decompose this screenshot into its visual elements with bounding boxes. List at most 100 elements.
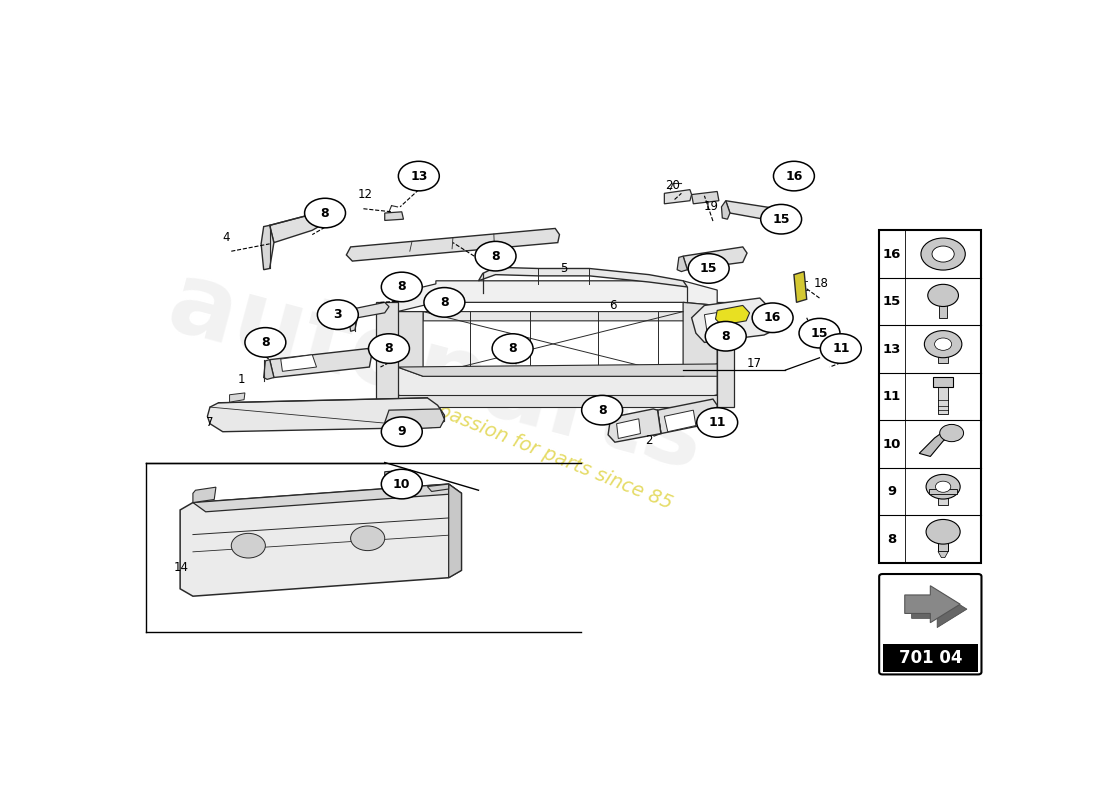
Circle shape [921, 238, 966, 270]
Text: 15: 15 [883, 295, 901, 308]
Text: 8: 8 [492, 250, 499, 262]
Text: 6: 6 [609, 299, 616, 312]
Text: 8: 8 [321, 206, 329, 219]
Text: 701 04: 701 04 [899, 649, 962, 667]
Polygon shape [376, 302, 397, 407]
Circle shape [927, 284, 958, 306]
Circle shape [932, 246, 954, 262]
FancyBboxPatch shape [938, 386, 948, 414]
Circle shape [761, 205, 802, 234]
Text: 11: 11 [883, 390, 901, 403]
Circle shape [939, 425, 964, 442]
Circle shape [689, 254, 729, 283]
Circle shape [935, 481, 950, 492]
Polygon shape [427, 484, 449, 491]
FancyBboxPatch shape [939, 295, 947, 318]
Text: 16: 16 [763, 311, 781, 324]
Text: 7: 7 [206, 416, 213, 429]
Polygon shape [385, 470, 412, 480]
Text: 14: 14 [174, 561, 189, 574]
Text: 8: 8 [722, 330, 730, 342]
Circle shape [821, 334, 861, 363]
Circle shape [382, 417, 422, 446]
Circle shape [799, 318, 840, 348]
Polygon shape [261, 226, 274, 270]
Polygon shape [180, 484, 462, 596]
Circle shape [582, 395, 623, 425]
Text: 8: 8 [261, 336, 270, 349]
Polygon shape [397, 281, 717, 311]
Polygon shape [938, 551, 948, 558]
Text: 11: 11 [832, 342, 849, 355]
Polygon shape [192, 484, 462, 512]
FancyBboxPatch shape [938, 532, 948, 551]
Text: 17: 17 [747, 358, 762, 370]
Polygon shape [230, 393, 245, 402]
Polygon shape [397, 364, 717, 404]
Polygon shape [264, 360, 274, 379]
Circle shape [245, 328, 286, 357]
Polygon shape [608, 409, 661, 442]
Polygon shape [664, 190, 692, 204]
Circle shape [696, 408, 738, 438]
FancyBboxPatch shape [879, 574, 981, 674]
Polygon shape [683, 247, 747, 270]
Circle shape [318, 300, 359, 330]
Text: 4: 4 [222, 231, 230, 244]
Text: 8: 8 [597, 404, 606, 417]
Circle shape [773, 162, 814, 191]
Circle shape [924, 330, 961, 358]
Polygon shape [678, 256, 688, 271]
Polygon shape [208, 398, 444, 432]
Polygon shape [920, 429, 956, 457]
Polygon shape [349, 309, 358, 331]
Circle shape [305, 198, 345, 228]
Text: 13: 13 [883, 342, 901, 355]
Circle shape [382, 470, 422, 499]
Text: 5: 5 [560, 262, 568, 275]
Polygon shape [904, 586, 960, 622]
Polygon shape [424, 311, 692, 321]
FancyBboxPatch shape [882, 644, 978, 672]
Text: 8: 8 [440, 296, 449, 309]
Text: a passion for parts since 85: a passion for parts since 85 [418, 394, 675, 513]
Polygon shape [478, 267, 688, 287]
Polygon shape [192, 487, 216, 502]
Circle shape [492, 334, 534, 363]
Polygon shape [355, 302, 389, 318]
Circle shape [382, 272, 422, 302]
Polygon shape [726, 201, 788, 222]
Text: 13: 13 [410, 170, 428, 182]
Polygon shape [617, 418, 640, 438]
FancyBboxPatch shape [930, 489, 957, 494]
FancyBboxPatch shape [938, 494, 948, 506]
Text: 18: 18 [814, 278, 828, 290]
Polygon shape [692, 298, 785, 342]
Polygon shape [794, 271, 806, 302]
Text: 19: 19 [704, 200, 718, 214]
Text: 3: 3 [333, 308, 342, 321]
Polygon shape [683, 302, 717, 376]
Text: 20: 20 [666, 179, 680, 192]
Polygon shape [722, 201, 730, 219]
Text: 10: 10 [883, 438, 901, 450]
Text: 8: 8 [508, 342, 517, 355]
Polygon shape [651, 410, 661, 436]
FancyBboxPatch shape [938, 344, 948, 362]
Text: 16: 16 [785, 170, 803, 182]
Polygon shape [385, 212, 404, 221]
Text: 15: 15 [700, 262, 717, 275]
Polygon shape [270, 349, 372, 378]
Polygon shape [658, 399, 717, 434]
Polygon shape [385, 409, 444, 430]
Polygon shape [397, 394, 717, 407]
Circle shape [926, 519, 960, 544]
Text: 15: 15 [811, 326, 828, 340]
Text: 8: 8 [397, 281, 406, 294]
Text: 12: 12 [358, 188, 373, 201]
Text: 1: 1 [238, 373, 244, 386]
Polygon shape [270, 213, 321, 242]
Text: 9: 9 [888, 485, 896, 498]
FancyBboxPatch shape [933, 377, 954, 386]
Polygon shape [715, 306, 749, 325]
